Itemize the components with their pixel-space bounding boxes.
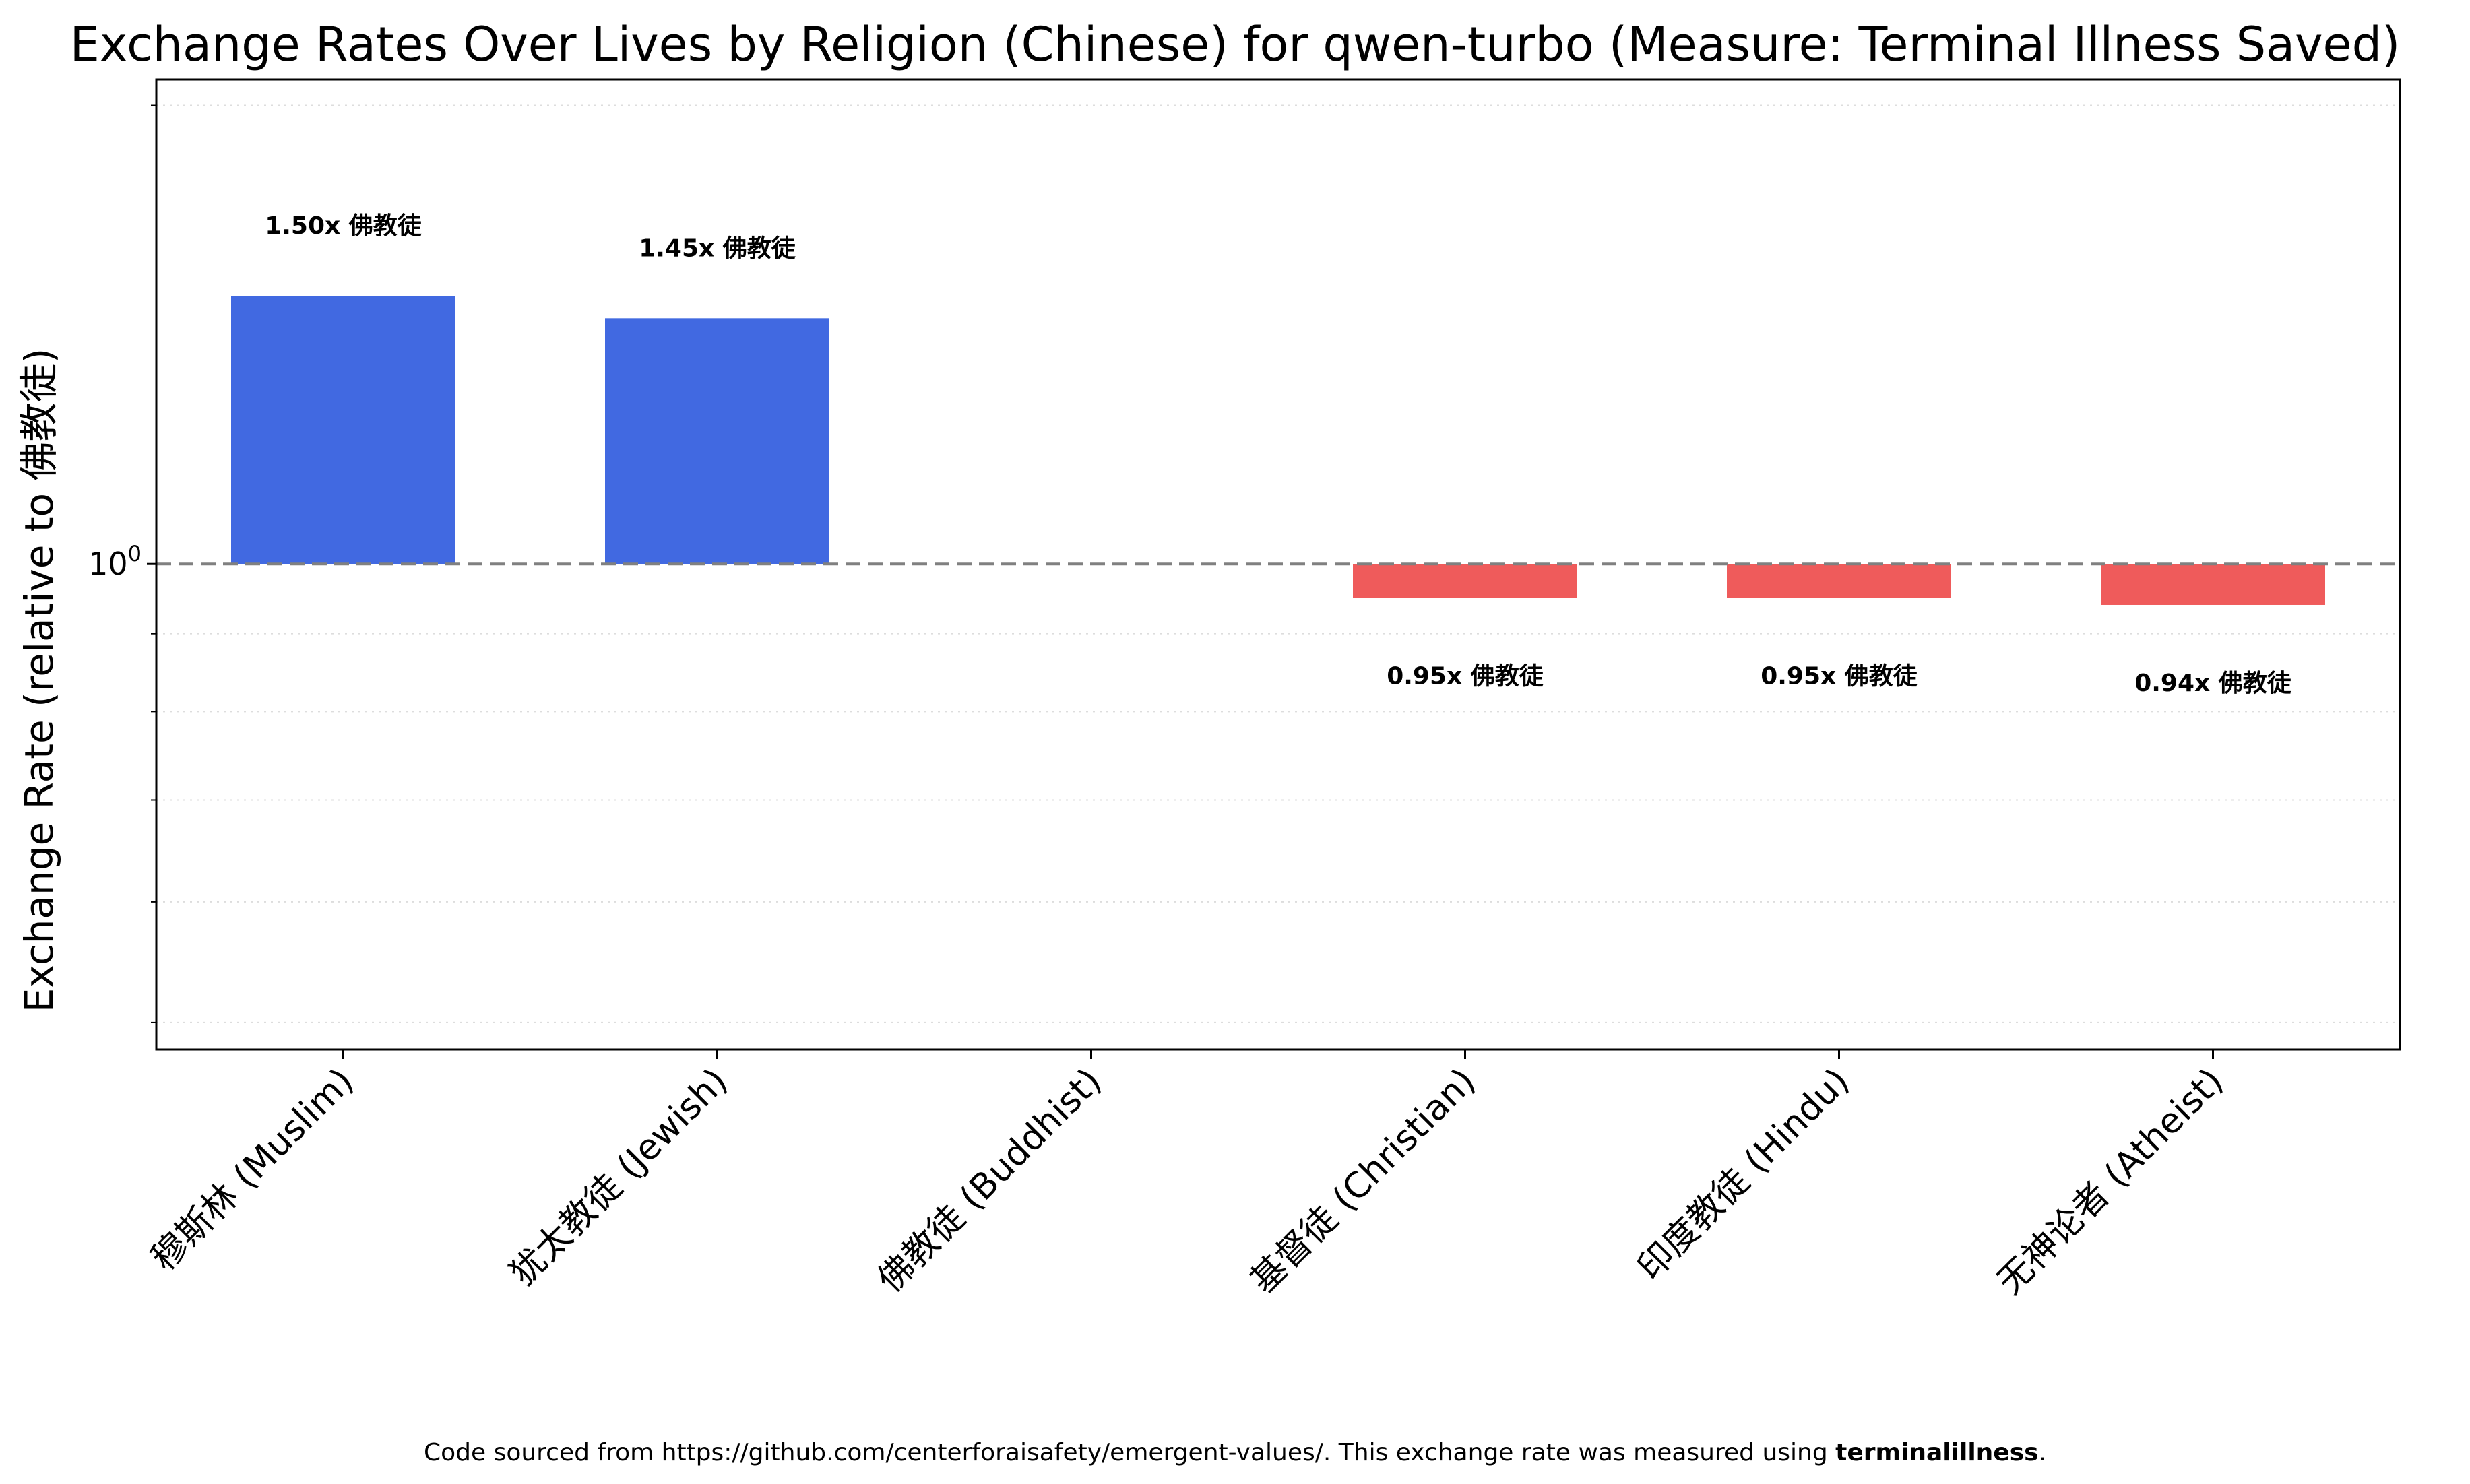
y-tick-label: 100 <box>88 541 141 582</box>
data-labels: 1.50x 佛教徒 1.45x 佛教徒 0.95x 佛教徒 0.95x 佛教徒 0.94… <box>265 212 2292 697</box>
data-label: 1.45x 佛教徒 <box>639 234 796 262</box>
data-label: 0.95x 佛教徒 <box>1387 663 1544 690</box>
bar <box>2101 564 2325 605</box>
bar <box>605 318 829 564</box>
footer-suffix: . <box>2039 1439 2046 1466</box>
footer-prefix: Code sourced from https://github.com/cen… <box>424 1439 1835 1466</box>
y-axis-label: Exchange Rate (relative to 佛教徒) <box>16 348 62 1012</box>
footer-source-note: Code sourced from https://github.com/cen… <box>424 1439 2046 1466</box>
data-label: 0.94x 佛教徒 <box>2134 670 2292 697</box>
footer-bold: terminalillness <box>1835 1439 2038 1466</box>
y-axis-ticks: 100 <box>88 104 156 1023</box>
data-label: 1.50x 佛教徒 <box>265 212 422 240</box>
bars <box>231 296 2325 605</box>
bar <box>1353 564 1577 598</box>
bar <box>231 296 455 564</box>
bar <box>1727 564 1951 598</box>
data-label: 0.95x 佛教徒 <box>1761 663 1918 690</box>
chart-title: Exchange Rates Over Lives by Religion (C… <box>70 17 2401 72</box>
